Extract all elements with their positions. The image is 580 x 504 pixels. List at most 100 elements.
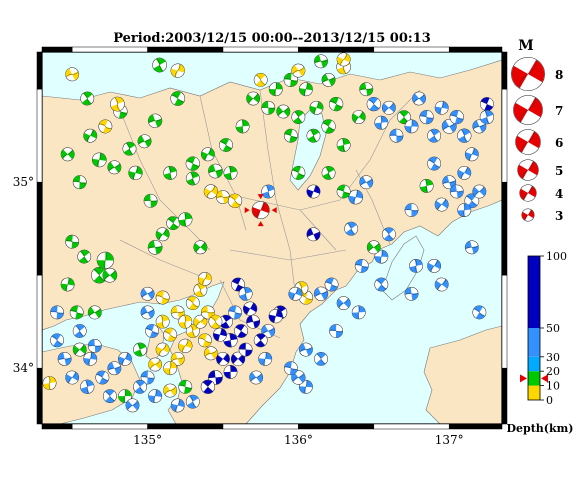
focal-mechanism-91 bbox=[374, 249, 389, 264]
focal-mechanism-4 bbox=[107, 160, 122, 175]
focal-mechanism-176 bbox=[72, 342, 87, 357]
focal-mechanism-52 bbox=[306, 128, 321, 143]
top-frame-segment bbox=[222, 46, 299, 53]
focal-mechanism-34 bbox=[200, 147, 215, 162]
focal-mechanism-141 bbox=[213, 327, 227, 342]
lon-tick-label: 136° bbox=[284, 433, 313, 447]
depth-band-4 bbox=[528, 256, 540, 328]
focal-mechanism-46 bbox=[276, 104, 291, 119]
focal-mechanism-10 bbox=[110, 96, 125, 112]
focal-mechanism-27 bbox=[87, 305, 102, 320]
focal-mechanism-149 bbox=[155, 342, 170, 357]
magnitude-legend-ball-7 bbox=[513, 95, 543, 125]
magnitude-legend-label: 7 bbox=[555, 104, 563, 118]
focal-mechanism-180 bbox=[125, 398, 140, 413]
depth-marker-right bbox=[541, 374, 548, 383]
focal-mechanism-43 bbox=[261, 100, 276, 115]
focal-mechanism-17 bbox=[166, 216, 181, 231]
focal-mechanism-113 bbox=[314, 351, 328, 366]
focal-mechanism-75 bbox=[457, 128, 472, 143]
focal-mechanism-53 bbox=[309, 100, 324, 115]
highlight-arrow-right bbox=[271, 207, 277, 214]
highlight-event bbox=[244, 194, 277, 227]
focal-mechanism-77 bbox=[472, 119, 487, 134]
focal-mechanism-135 bbox=[238, 342, 253, 357]
focal-mechanism-103 bbox=[427, 258, 442, 273]
focal-mechanism-127 bbox=[246, 314, 261, 329]
focal-mechanism-0 bbox=[60, 147, 75, 162]
focal-mechanism-175 bbox=[42, 376, 57, 390]
focal-mechanism-69 bbox=[412, 91, 426, 106]
focal-mechanism-41 bbox=[235, 119, 250, 134]
focal-mechanism-172 bbox=[65, 370, 80, 385]
focal-mechanism-6 bbox=[122, 141, 137, 156]
focal-mechanism-61 bbox=[351, 110, 366, 125]
focal-mechanism-48 bbox=[291, 110, 306, 125]
focal-mechanism-133 bbox=[223, 365, 238, 379]
focal-mechanism-31 bbox=[65, 67, 80, 82]
focal-mechanism-139 bbox=[228, 305, 242, 320]
focal-mechanism-156 bbox=[163, 361, 178, 376]
focal-mechanism-132 bbox=[200, 379, 216, 394]
focal-mechanism-78 bbox=[480, 97, 494, 111]
focal-mechanism-38 bbox=[203, 184, 219, 199]
focal-mechanism-112 bbox=[329, 324, 344, 338]
focal-mechanism-37 bbox=[223, 165, 238, 180]
right-frame-segment bbox=[501, 274, 508, 369]
focal-mechanism-83 bbox=[419, 179, 434, 193]
magnitude-legend-label: 4 bbox=[555, 187, 563, 201]
bottom-frame-segment bbox=[71, 423, 148, 430]
focal-mechanism-82 bbox=[427, 156, 442, 171]
focal-mechanism-50 bbox=[291, 63, 306, 78]
focal-mechanism-118 bbox=[268, 308, 283, 324]
focal-mechanism-93 bbox=[354, 258, 369, 273]
magnitude-legend-ball-6 bbox=[515, 129, 541, 155]
focal-mechanism-154 bbox=[200, 305, 215, 320]
focal-mechanism-109 bbox=[374, 277, 389, 292]
focal-mechanism-152 bbox=[178, 314, 193, 329]
map-frame-ticks bbox=[36, 46, 508, 430]
focal-mechanism-51 bbox=[283, 128, 298, 143]
focal-mechanism-70 bbox=[419, 109, 434, 125]
lon-tick-label: 135° bbox=[133, 433, 162, 447]
focal-mechanism-178 bbox=[102, 389, 117, 404]
focal-mechanism-168 bbox=[118, 351, 132, 366]
focal-mechanism-35 bbox=[208, 163, 223, 179]
focal-mechanism-81 bbox=[442, 175, 457, 190]
focal-mechanism-145 bbox=[178, 338, 193, 354]
focal-mechanism-107 bbox=[434, 277, 449, 292]
focal-mechanism-106 bbox=[409, 258, 423, 273]
focal-mechanism-97 bbox=[336, 184, 351, 199]
bottom-frame-segment bbox=[147, 423, 224, 430]
focal-mechanism-63 bbox=[366, 96, 381, 112]
focal-mechanism-42 bbox=[246, 91, 261, 106]
land-kii-east bbox=[423, 325, 502, 424]
focal-mechanism-47 bbox=[283, 72, 298, 88]
focal-mechanism-80 bbox=[457, 165, 472, 180]
lon-tick-label: 137° bbox=[435, 433, 464, 447]
focal-mechanism-125 bbox=[238, 286, 253, 301]
depth-band-0 bbox=[528, 385, 540, 400]
focal-mechanism-142 bbox=[204, 346, 218, 361]
focal-mechanism-123 bbox=[299, 342, 313, 357]
focal-mechanism-186 bbox=[193, 283, 208, 297]
depth-color-bar bbox=[527, 255, 541, 401]
magnitude-legend-label: 6 bbox=[555, 136, 563, 150]
focal-mechanism-119 bbox=[261, 324, 276, 338]
depth-tick-label: 30 bbox=[546, 351, 560, 364]
focal-mechanism-54 bbox=[321, 72, 336, 87]
right-frame-segment bbox=[501, 51, 508, 90]
focal-mechanism-146 bbox=[170, 351, 185, 366]
focal-mechanism-126 bbox=[243, 301, 258, 316]
focal-mechanism-124 bbox=[231, 277, 245, 292]
focal-mechanism-138 bbox=[249, 370, 264, 385]
focal-mechanism-102 bbox=[261, 184, 276, 199]
left-frame-segment bbox=[36, 274, 43, 369]
focal-mechanism-8 bbox=[137, 134, 152, 149]
focal-mechanism-12 bbox=[147, 113, 163, 128]
focal-mechanism-188 bbox=[313, 286, 329, 301]
focal-mechanism-13 bbox=[170, 91, 186, 106]
land-honshu bbox=[42, 52, 502, 424]
